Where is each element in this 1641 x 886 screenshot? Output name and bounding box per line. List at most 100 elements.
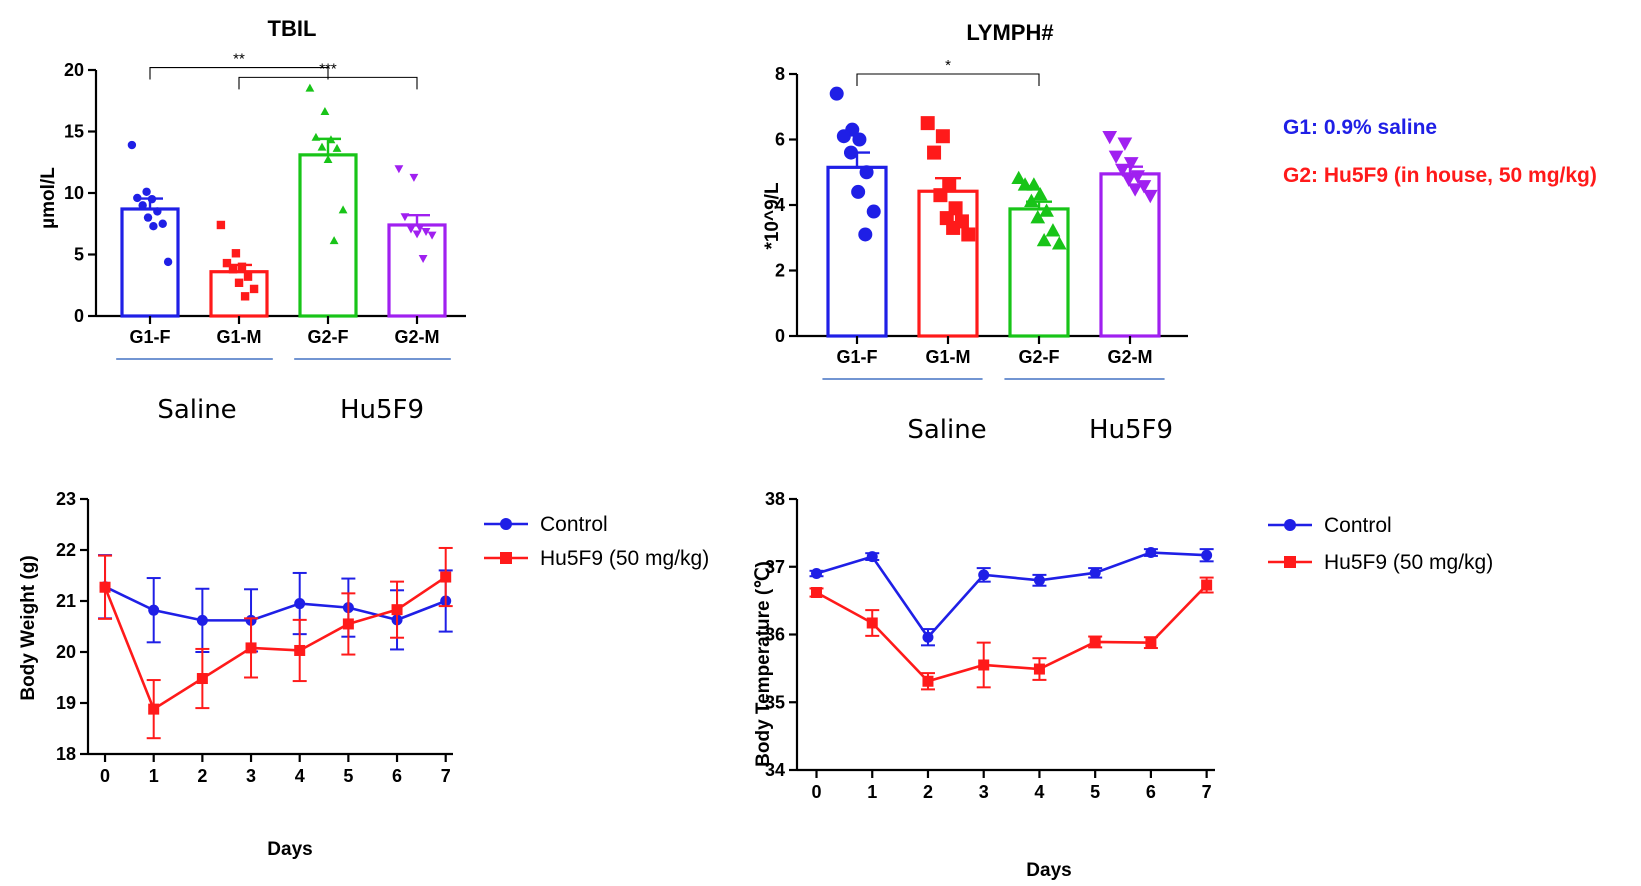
data-point — [149, 222, 158, 231]
y-tick-label: 23 — [56, 489, 76, 509]
data-point — [133, 193, 142, 203]
data-point — [222, 258, 232, 268]
x-tick-label: 7 — [441, 766, 451, 786]
data-point — [1108, 150, 1124, 164]
data-point — [142, 187, 151, 196]
series-1 — [809, 576, 1214, 691]
x-tick-label: 0 — [811, 782, 821, 802]
x-tick-label: 7 — [1202, 782, 1212, 802]
data-point — [143, 213, 153, 222]
bar-g2-f — [298, 153, 358, 318]
group-label-saline: Saline — [157, 395, 236, 425]
y-axis-label: µmol/L — [38, 167, 59, 229]
data-point — [922, 675, 934, 687]
data-point — [811, 586, 823, 598]
data-point — [811, 568, 823, 580]
data-point — [1051, 236, 1067, 250]
significance-bracket — [856, 73, 1040, 86]
data-point — [415, 224, 425, 233]
y-tick-label: 20 — [64, 60, 84, 80]
legend-label: Control — [540, 513, 608, 536]
series-line — [816, 551, 1207, 640]
y-tick-label: 22 — [56, 540, 76, 560]
data-point — [427, 231, 437, 240]
chart-title: TBIL — [268, 16, 317, 41]
y-axis-label: Body Weight (g) — [18, 555, 39, 700]
y-tick-label: 18 — [56, 744, 76, 764]
y-tick-label: 37 — [765, 557, 785, 577]
data-point — [1115, 163, 1130, 178]
x-tick-label: 2 — [197, 766, 207, 786]
y-tick-label: 5 — [74, 245, 84, 265]
y-axis-label: Body Temperature (℃) — [753, 561, 774, 767]
data-point — [1089, 636, 1101, 648]
data-point — [234, 278, 244, 287]
data-point — [1030, 210, 1046, 224]
data-point — [323, 154, 333, 163]
data-point — [1011, 170, 1027, 185]
series-line — [103, 575, 447, 712]
significance-label: *** — [319, 60, 337, 77]
data-point — [920, 116, 935, 131]
data-point — [305, 83, 315, 92]
data-point — [237, 262, 247, 271]
data-point — [440, 571, 452, 583]
data-point — [163, 257, 173, 267]
x-tick-label: G1-M — [217, 327, 262, 347]
data-point — [406, 225, 416, 234]
tbil-bar-chart: TBIL µmol/L Saline Hu5F9 0 5 10 15 20 G1-F G1-… — [38, 16, 466, 425]
x-tick-label: 4 — [1034, 782, 1044, 802]
data-point — [1036, 232, 1052, 247]
legend-marker — [1284, 556, 1296, 568]
data-point — [391, 604, 403, 616]
x-axis-label: Days — [267, 839, 312, 860]
data-point — [946, 220, 961, 235]
x-tick-label: 1 — [867, 782, 877, 802]
data-point — [338, 205, 348, 214]
data-point — [844, 145, 858, 160]
data-point — [196, 614, 208, 626]
data-point — [1017, 177, 1033, 191]
data-point — [421, 227, 431, 236]
x-tick-label: 1 — [149, 766, 159, 786]
x-tick-label: G1-M — [926, 347, 971, 367]
data-point — [311, 132, 321, 141]
data-point — [1121, 173, 1137, 187]
data-point — [858, 227, 873, 242]
series-1 — [98, 546, 453, 740]
lymph-bar-chart: LYMPH# *10^9/L Saline Hu5F9 G1: 0.9% sal… — [762, 20, 1597, 445]
x-tick-label: 5 — [1090, 782, 1100, 802]
data-point — [933, 188, 948, 203]
y-tick-label: 20 — [56, 642, 76, 662]
data-point — [1145, 637, 1157, 649]
legend-label: Hu5F9 (50 mg/kg) — [540, 547, 709, 570]
x-tick-label: G2-M — [1108, 347, 1153, 367]
data-point — [196, 673, 208, 685]
data-point — [148, 604, 160, 616]
series-0 — [809, 547, 1214, 647]
significance-label: ** — [233, 51, 245, 68]
data-point — [935, 129, 950, 144]
legend-marker — [500, 518, 512, 530]
data-point — [866, 617, 878, 629]
data-point — [829, 86, 844, 101]
data-point — [148, 703, 160, 715]
data-point — [320, 106, 330, 115]
data-point — [859, 165, 874, 180]
x-tick-label: G2-F — [1018, 347, 1059, 367]
y-tick-label: 38 — [765, 489, 785, 509]
data-point — [138, 201, 147, 210]
data-point — [1024, 193, 1039, 207]
significance-bracket — [149, 66, 329, 80]
bar-g2-f — [1008, 207, 1070, 338]
data-point — [1032, 187, 1048, 201]
x-tick-label: 3 — [979, 782, 989, 802]
data-point — [1145, 547, 1157, 559]
bar-g1-m — [209, 270, 269, 318]
data-point — [294, 644, 306, 656]
annotation-g2: G2: Hu5F9 (in house, 50 mg/kg) — [1283, 164, 1597, 187]
data-point — [400, 213, 410, 222]
data-point — [1102, 130, 1118, 145]
data-point — [294, 598, 306, 610]
